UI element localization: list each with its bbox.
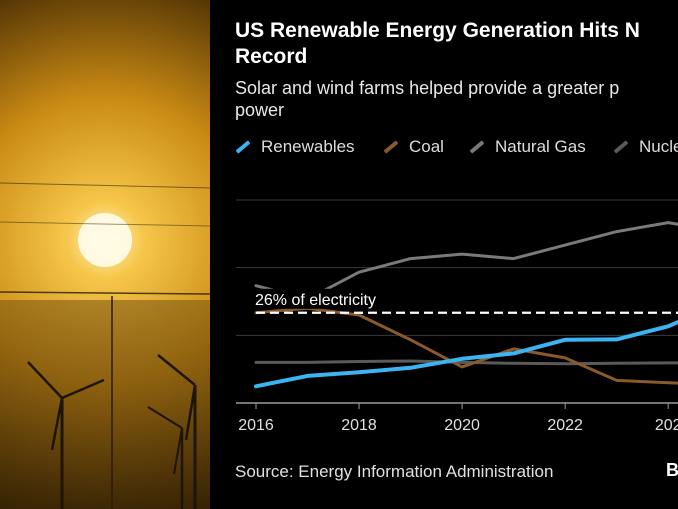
source-note: Source: Energy Information Administratio… (235, 462, 554, 481)
x-tick-label: 2016 (238, 417, 274, 434)
legend-swatch-renewables (235, 140, 251, 154)
chart-subtitle: Solar and wind farms helped provide a gr… (235, 78, 620, 120)
legend-label-nuclear: Nucle (639, 137, 678, 156)
legend-label-natural-gas: Natural Gas (495, 137, 586, 156)
x-tick-label: 2022 (547, 417, 583, 434)
chart-title: US Renewable Energy Generation Hits N Re… (235, 19, 640, 68)
legend-swatch-coal (383, 140, 399, 154)
legend-label-coal: Coal (409, 137, 444, 156)
legend-item-nuclear: Nucle (613, 137, 678, 157)
series-line-renewables (254, 319, 678, 389)
legend-swatch-natural-gas (469, 140, 485, 154)
line-chart: 2016 2018 2020 2022 202 26% of electricity (236, 199, 678, 434)
legend-label-renewables: Renewables (261, 137, 355, 156)
x-tick-label: 2018 (341, 417, 377, 434)
legend-item-renewables: Renewables (235, 137, 355, 157)
reference-label-background (250, 288, 381, 309)
x-tick-label: 202 (655, 417, 678, 434)
series-line-natural-gas (254, 221, 678, 301)
series-line-nuclear (254, 359, 678, 366)
brand-logo: B (666, 460, 678, 480)
legend-item-natural-gas: Natural Gas (469, 137, 586, 157)
legend-item-coal: Coal (383, 137, 444, 157)
wind-turbine-sunset-photo (0, 0, 210, 509)
reference-line-label: 26% of electricity (255, 292, 376, 309)
legend-swatch-nuclear (613, 140, 629, 154)
x-tick-label: 2020 (444, 417, 480, 434)
